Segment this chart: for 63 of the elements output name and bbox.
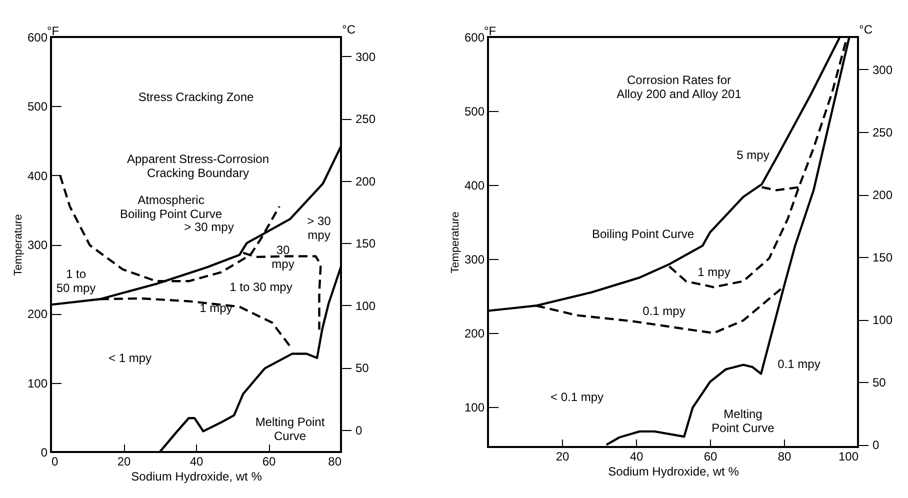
y2-tick-label: 100: [872, 313, 893, 327]
x-tick-label: 100: [838, 450, 859, 464]
y-tick-label: 600: [27, 30, 48, 44]
y2-tick-label: 50: [356, 361, 370, 376]
annotation: Apparent Stress-Corrosion Cracking Boundary: [126, 152, 270, 180]
x-tick-label: 60: [704, 450, 718, 464]
annotation: < 1 mpy: [108, 351, 152, 365]
x-axis-title: Sodium Hydroxide, wt %: [608, 464, 740, 478]
y-tick-label: 400: [464, 178, 485, 193]
y2-tick-label: 150: [872, 250, 893, 264]
y2-tick-label: 200: [872, 188, 893, 202]
x-tick-label: 0: [52, 454, 58, 468]
y-tick-label: 100: [464, 400, 485, 415]
annotation: Corrosion Rates for Alloy 200 and Alloy 201: [616, 73, 742, 101]
annotation: 1 mpy: [200, 301, 232, 315]
y2-tick-label: 0: [356, 423, 362, 438]
annotation: 0.1 mpy: [778, 357, 820, 371]
annotation: Boiling Point Curve: [592, 227, 694, 241]
x-tick-label: 40: [190, 454, 204, 468]
y2-tick-label: 300: [872, 63, 893, 77]
annotation: Atmospheric Boiling Point Curve: [120, 193, 222, 221]
y2-tick-label: 0: [872, 438, 880, 452]
annotation: °F: [47, 24, 60, 38]
y2-tick-label: 150: [356, 236, 376, 251]
annotation: 0.1 mpy: [642, 304, 686, 318]
x-tick-label: 60: [262, 454, 276, 468]
y-axis-title: Temperature: [449, 212, 462, 274]
annotation: 30 mpy: [272, 243, 294, 271]
y2-tick-label: 50: [872, 376, 886, 390]
annotation: 1 to 50 mpy: [56, 267, 96, 295]
x-tick-label: 80: [778, 450, 792, 464]
annotation: °F: [484, 24, 496, 38]
y-tick-label: 100: [27, 376, 48, 390]
x-tick-label: 40: [630, 450, 644, 464]
annotation: Melting Point Curve: [255, 415, 326, 443]
y-axis-title: Temperature: [12, 214, 24, 276]
annotation: 5 mpy: [736, 148, 770, 162]
y-tick-label: 200: [464, 326, 485, 341]
x-tick-label: 20: [117, 454, 131, 468]
y-tick-label: 400: [27, 168, 48, 183]
annotation: < 0.1 mpy: [550, 390, 604, 404]
annotation: > 30 mpy: [184, 220, 234, 234]
y2-tick-label: 250: [872, 126, 893, 140]
annotation: Stress Cracking Zone: [138, 90, 254, 104]
y2-axis-title: °C: [859, 22, 873, 36]
y2-tick-label: 100: [356, 298, 376, 313]
y-tick-label: 300: [464, 252, 485, 267]
y-tick-label: 500: [464, 104, 485, 119]
x-tick-label: 20: [556, 450, 570, 464]
annotation: 1 mpy: [698, 265, 730, 279]
y-tick-label: 200: [27, 307, 48, 322]
y2-tick-label: 250: [356, 112, 376, 126]
x-tick-label: 80: [328, 454, 342, 468]
y-tick-label: 300: [27, 238, 48, 252]
y2-tick-label: 200: [356, 174, 376, 188]
y2-axis-title: °C: [342, 22, 356, 36]
annotation: > 30 mpy: [307, 214, 332, 242]
annotation: Melting Point Curve: [712, 407, 775, 435]
y2-tick-label: 300: [356, 50, 376, 64]
y-tick-label: 500: [27, 100, 48, 114]
annotation: 1 to 30 mpy: [230, 280, 292, 294]
x-axis-title: Sodium Hydroxide, wt %: [131, 470, 262, 484]
y-tick-label: 600: [464, 30, 485, 44]
